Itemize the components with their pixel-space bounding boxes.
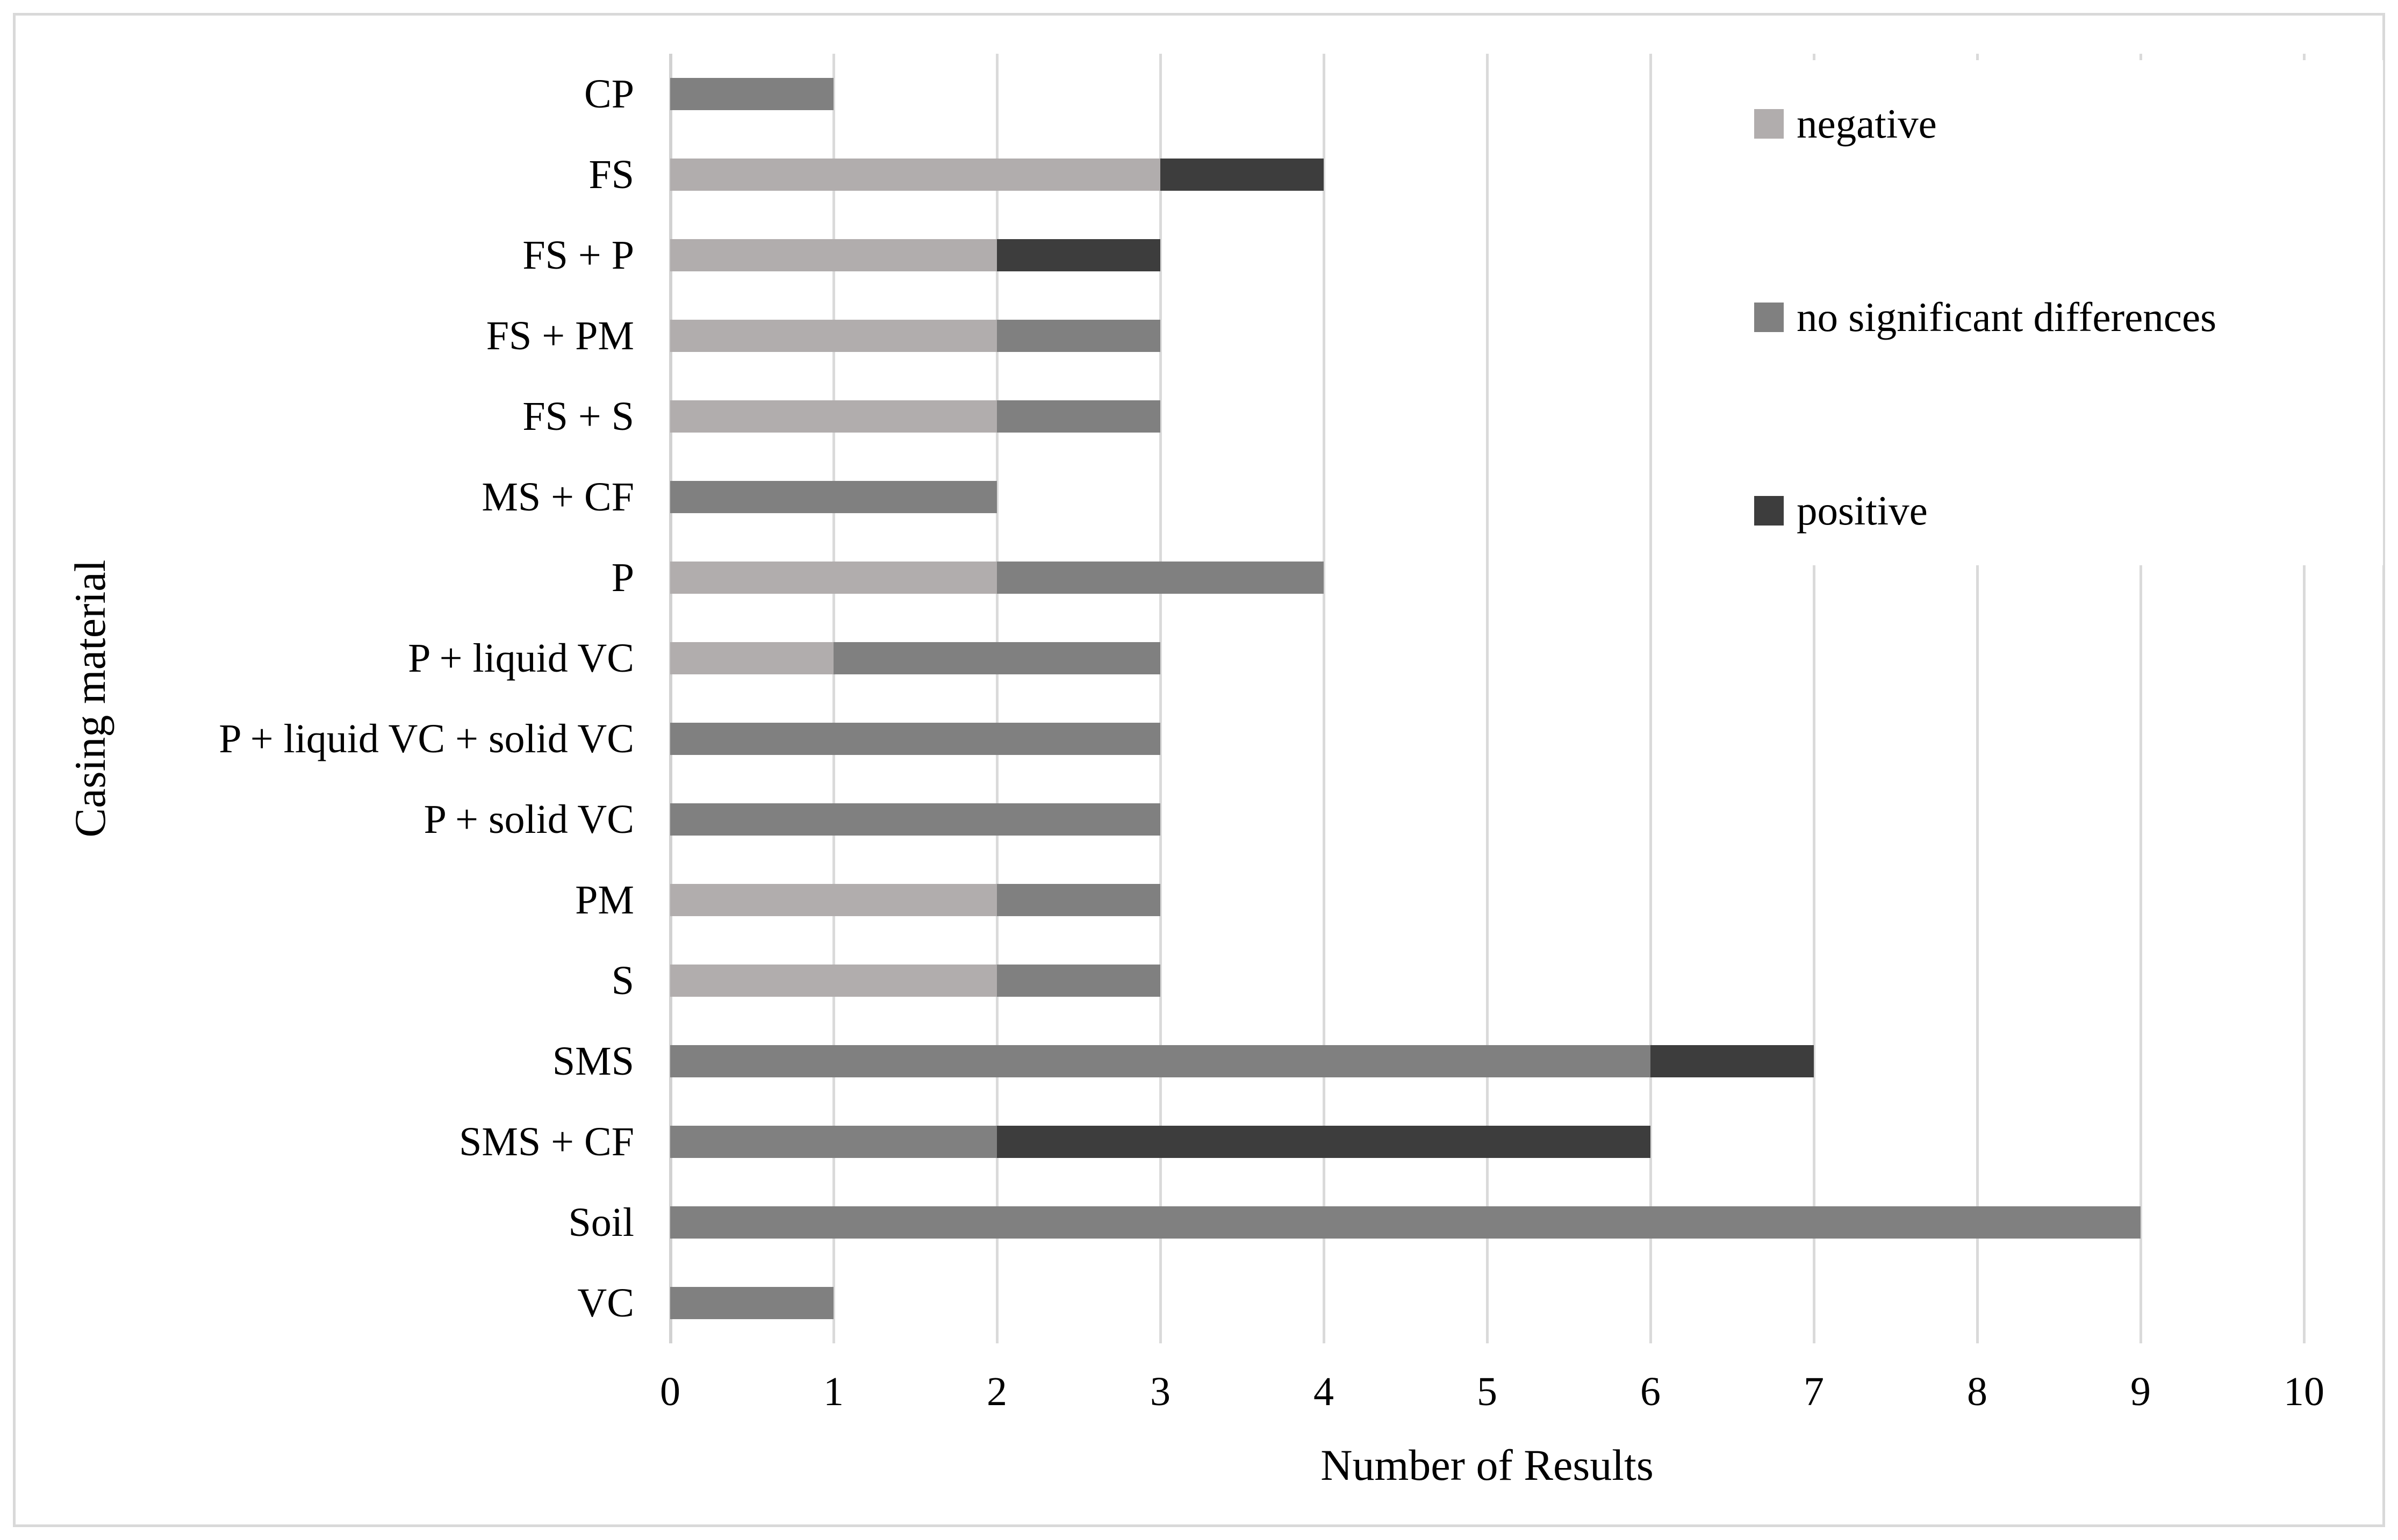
bar-segment [670,481,997,513]
x-tick-label: 3 [1150,1369,1171,1414]
bar-row-fs-s [670,400,1160,433]
bar-row-sms [670,1045,1814,1077]
bar-segment [1650,1045,1814,1077]
bar-segment [670,562,997,594]
bar-segment [997,320,1160,352]
bar-segment [670,1126,997,1158]
bar-row-cp [670,78,834,110]
legend-entry: no significant differences [1754,287,2216,347]
gridline-x-6 [1649,54,1652,1343]
plot-area [669,54,2306,1343]
bar-row-fs-pm [670,320,1160,352]
bar-row-p [670,562,1324,594]
category-label: MS + CF [482,474,634,520]
bar-segment [834,642,1160,674]
x-tick-label: 7 [1804,1369,1824,1414]
bar-segment [670,642,834,674]
category-label: SMS [552,1039,634,1084]
bar-segment [997,562,1324,594]
bar-row-vc [670,1287,834,1319]
bar-row-soil [670,1206,2141,1239]
gridline-x-2 [996,54,999,1343]
x-tick-label: 1 [823,1369,844,1414]
category-label: FS + S [522,394,634,439]
category-label: FS [588,152,634,197]
category-label: P [611,555,634,600]
category-label: P + solid VC [423,797,634,842]
gridline-x-0 [669,54,672,1343]
bar-segment [670,1045,1650,1077]
gridline-x-1 [832,54,835,1343]
x-tick-label: 4 [1313,1369,1334,1414]
bar-segment [997,239,1160,271]
bar-segment [997,884,1160,916]
bar-segment [670,239,997,271]
bar-segment [670,159,1160,191]
bar-segment [670,1206,2141,1239]
x-tick-label: 8 [1967,1369,1987,1414]
category-label: PM [575,877,634,923]
bar-row-p-liquid-vc [670,642,1160,674]
gridline-x-8 [1976,54,1979,1343]
bar-row-fs-p [670,239,1160,271]
category-label: P + liquid VC [408,636,634,681]
legend-entry: positive [1754,480,1928,541]
legend-entry: negative [1754,93,1937,154]
bar-segment [670,1287,834,1319]
category-label: CP [584,71,634,117]
category-label: P + liquid VC + solid VC [219,716,634,761]
category-label: S [611,958,634,1003]
bar-segment [670,803,1160,836]
bar-row-fs [670,159,1324,191]
bar-segment [670,320,997,352]
bar-row-pm [670,884,1160,916]
legend-label: no significant differences [1797,293,2217,340]
x-tick-label: 0 [660,1369,680,1414]
bar-row-ms-cf [670,481,997,513]
bar-segment [670,723,1160,755]
category-label: VC [577,1280,634,1326]
category-axis-labels: CP FS FS + P FS + PM FS + S MS + CF P P + liqui… [0,54,651,1343]
chart-legend: negative no significant differences positi… [1698,60,2383,565]
legend-label: positive [1797,487,1928,534]
gridline-x-7 [1813,54,1815,1343]
gridline-x-3 [1159,54,1162,1343]
legend-label: negative [1797,100,1937,147]
bar-row-p-liquid-vc-solid-vc [670,723,1160,755]
bar-segment [670,884,997,916]
bar-segment [997,400,1160,433]
bar-segment [670,965,997,997]
bar-row-sms-cf [670,1126,1650,1158]
x-tick-label: 2 [987,1369,1007,1414]
category-label: FS + P [522,233,634,278]
bar-row-s [670,965,1160,997]
x-tick-label: 6 [1640,1369,1661,1414]
bar-segment [670,400,997,433]
gridline-x-10 [2303,54,2306,1343]
gridline-x-4 [1323,54,1325,1343]
gridline-x-9 [2139,54,2142,1343]
x-tick-label: 10 [2284,1369,2324,1414]
bar-segment [670,78,834,110]
category-label: FS + PM [486,313,634,358]
category-label: SMS + CF [459,1119,634,1164]
bar-row-p-solid-vc [670,803,1160,836]
legend-swatch-icon [1754,302,1784,332]
legend-swatch-icon [1754,495,1784,526]
x-tick-label: 5 [1477,1369,1497,1414]
legend-swatch-icon [1754,109,1784,139]
gridline-x-5 [1486,54,1489,1343]
x-axis-title: Number of Results [1320,1441,1654,1489]
bar-segment [1160,159,1324,191]
x-tick-label: 9 [2130,1369,2151,1414]
bar-segment [997,965,1160,997]
x-axis-tick-labels: 0 1 2 3 4 5 6 7 8 9 10 [660,1365,2324,1424]
category-label: Soil [568,1200,635,1245]
bar-segment [997,1126,1650,1158]
